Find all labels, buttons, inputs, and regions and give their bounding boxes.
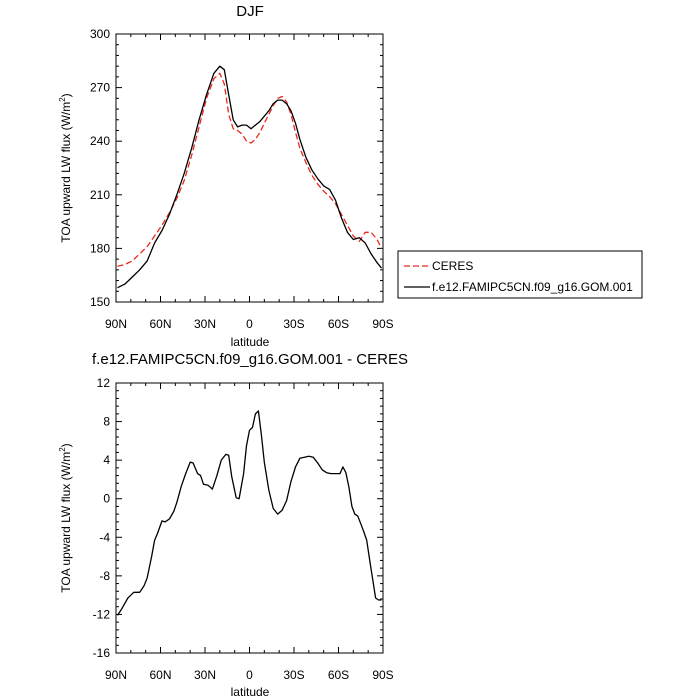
plot-frame-top: [115, 33, 384, 303]
x-axis-label-top: latitude: [231, 335, 270, 349]
x-tick-label-top: 30S: [283, 317, 304, 331]
x-axis-label-bottom: latitude: [231, 685, 270, 699]
x-tick-label-bottom: 60S: [328, 668, 349, 682]
x-tick-label-bottom: 60N: [149, 668, 171, 682]
y-tick-label-bottom: 12: [97, 376, 111, 390]
legend: CERES f.e12.FAMIPC5CN.f09_g16.GOM.001: [397, 250, 643, 299]
y-ticks-top: 150 180 210 240 270 300: [90, 27, 383, 309]
y-axis-label-top-close: ): [59, 93, 73, 97]
y-axis-label-top: TOA upward LW flux (W/m2): [58, 93, 73, 242]
series-line-difference: [116, 410, 382, 616]
chart-title-bottom: f.e12.FAMIPC5CN.f09_g16.GOM.001 - CERES: [92, 351, 408, 368]
series-lines-top: [117, 65, 383, 289]
y-tick-label-bottom: 0: [103, 492, 110, 506]
x-tick-label-bottom: 0: [246, 668, 253, 682]
x-tick-label-bottom: 30N: [194, 668, 216, 682]
y-tick-label-top: 300: [90, 27, 110, 41]
series-line-ceres: [117, 72, 383, 267]
y-tick-label-top: 180: [90, 241, 110, 255]
y-axis-label-bottom-close: ): [59, 443, 73, 447]
x-tick-label-top: 0: [246, 317, 253, 331]
y-axis-label-top-main: TOA upward LW flux (W/m: [59, 102, 73, 243]
y-axis-label-top-sup: 2: [58, 97, 67, 102]
x-tick-label-top: 60N: [149, 317, 171, 331]
y-tick-label-bottom: -12: [93, 607, 111, 621]
legend-entry-model: f.e12.FAMIPC5CN.f09_g16.GOM.001: [432, 280, 633, 294]
legend-box: [397, 250, 643, 299]
y-tick-label-bottom: -16: [93, 646, 111, 660]
legend-entry-ceres: CERES: [432, 259, 473, 273]
x-tick-label-top: 60S: [328, 317, 349, 331]
y-tick-label-bottom: 8: [103, 415, 110, 429]
y-tick-label-top: 240: [90, 134, 110, 148]
x-tick-label-top: 90N: [105, 317, 127, 331]
x-ticks-top: 90N 60N 30N 0 30S 60S 90S: [105, 34, 394, 331]
chart-bottom-panel: f.e12.FAMIPC5CN.f09_g16.GOM.001 - CERES …: [58, 351, 408, 699]
x-ticks-bottom: 90N 60N 30N 0 30S 60S 90S: [105, 383, 394, 682]
y-axis-label-bottom-main: TOA upward LW flux (W/m: [59, 452, 73, 593]
x-tick-label-bottom: 30S: [283, 668, 304, 682]
chart-title-top: DJF: [236, 3, 264, 20]
y-axis-label-bottom-sup: 2: [58, 447, 67, 452]
series-lines-bottom: [116, 410, 382, 616]
y-ticks-bottom: -16 -12 -8 -4 0 4 8 12: [93, 376, 383, 660]
y-tick-label-bottom: 4: [103, 453, 110, 467]
x-tick-label-bottom: 90N: [105, 668, 127, 682]
x-tick-label-bottom: 90S: [372, 668, 393, 682]
series-line-model: [117, 65, 383, 289]
plot-frame-bottom: [115, 382, 384, 654]
y-tick-label-top: 210: [90, 188, 110, 202]
x-tick-label-top: 30N: [194, 317, 216, 331]
y-axis-label-bottom: TOA upward LW flux (W/m2): [58, 443, 73, 592]
y-tick-label-top: 150: [90, 295, 110, 309]
y-tick-label-top: 270: [90, 81, 110, 95]
y-tick-label-bottom: -4: [99, 530, 110, 544]
x-tick-label-top: 90S: [372, 317, 393, 331]
y-tick-label-bottom: -8: [99, 569, 110, 583]
